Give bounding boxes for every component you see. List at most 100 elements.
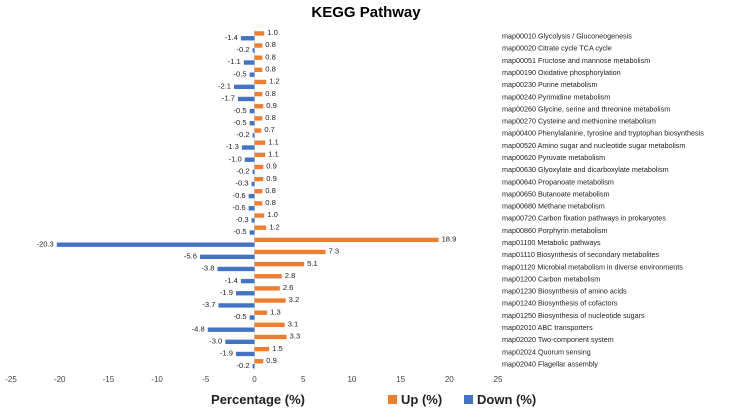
down-bar <box>234 84 255 90</box>
up-value-label: 2.8 <box>285 271 296 280</box>
category-label: map00680 Methane metabolism <box>502 202 605 211</box>
down-value-label: -0.2 <box>236 130 249 139</box>
legend: Up (%) Down (%) <box>388 392 536 407</box>
category-label: map01200 Carbon metabolism <box>502 274 600 283</box>
down-value-label: -20.3 <box>36 239 53 248</box>
category-label: map00230 Purine metabolism <box>502 80 598 89</box>
category-label: map00720 Carbon fixation pathways in pro… <box>502 214 666 223</box>
up-value-label: 1.2 <box>269 222 280 231</box>
up-value-label: 1.1 <box>268 137 279 146</box>
category-label: map01110 Biosynthesis of secondary metab… <box>502 250 660 259</box>
up-value-label: 0.8 <box>265 40 276 49</box>
down-value-label: -1.3 <box>226 142 239 151</box>
category-label: map00630 Glyoxylate and dicarboxylate me… <box>502 165 669 174</box>
down-value-label: -1.9 <box>220 349 233 358</box>
down-bar <box>235 351 255 357</box>
up-bar <box>254 189 263 194</box>
category-label: map02024 Quorum sensing <box>502 347 591 356</box>
up-bar <box>254 140 266 145</box>
down-bar <box>249 230 255 235</box>
category-label: map00400 Phenylalanine, tyrosine and try… <box>502 129 704 138</box>
down-bar <box>252 169 255 175</box>
up-value-label: 7.3 <box>329 247 340 256</box>
down-value-label: -0.5 <box>234 118 247 127</box>
down-value-label: -3.8 <box>201 264 214 273</box>
category-label: map00520 Amino sugar and nucleotide suga… <box>502 141 685 150</box>
x-tick-label: 15 <box>396 375 405 384</box>
legend-swatch-down <box>464 395 473 404</box>
down-bar <box>243 60 255 65</box>
down-value-label: -0.5 <box>234 106 247 115</box>
category-label: map00240 Pyrimidine metabolism <box>502 92 610 101</box>
up-value-label: 0.8 <box>265 89 276 98</box>
category-label: map01240 Biosynthesis of cofactors <box>502 299 618 308</box>
down-bar <box>199 254 255 260</box>
down-bar <box>235 291 255 296</box>
legend-label-down: Down (%) <box>477 392 536 407</box>
x-axis-label: Percentage (%) <box>211 392 305 407</box>
x-tick-label: -5 <box>202 375 210 384</box>
up-bar <box>254 237 439 243</box>
up-value-label: 0.8 <box>265 198 276 207</box>
x-tick-label: 0 <box>252 375 257 384</box>
category-label: map00650 Butanoate metabolism <box>502 189 609 198</box>
up-value-label: 3.1 <box>288 320 299 329</box>
down-value-label: -1.0 <box>229 154 242 163</box>
down-value-label: -1.9 <box>220 288 233 297</box>
down-value-label: -5.6 <box>184 252 197 261</box>
up-bar <box>254 152 266 158</box>
up-bar <box>254 67 263 73</box>
down-bar <box>237 96 255 102</box>
down-bar <box>252 363 255 369</box>
up-value-label: 0.8 <box>265 52 276 61</box>
down-value-label: -0.5 <box>234 227 247 236</box>
down-value-label: -0.5 <box>234 69 247 78</box>
down-bar <box>251 181 255 187</box>
up-bar <box>254 31 265 36</box>
category-label: map02020 Two-component system <box>502 335 614 344</box>
down-value-label: -3.7 <box>202 300 215 309</box>
up-value-label: 0.9 <box>266 162 277 171</box>
up-value-label: 1.0 <box>267 210 278 219</box>
up-value-label: 0.9 <box>266 174 277 183</box>
down-value-label: -1.4 <box>225 33 238 42</box>
down-value-label: -0.6 <box>233 191 246 200</box>
x-tick-label: -10 <box>151 375 163 384</box>
up-value-label: 2.6 <box>283 283 294 292</box>
up-value-label: 3.2 <box>289 295 300 304</box>
down-bar <box>241 145 255 150</box>
up-bar <box>254 274 282 279</box>
up-value-label: 5.1 <box>307 259 318 268</box>
up-bar <box>254 298 286 303</box>
category-label: map00260 Glycine, serine and threonine m… <box>502 104 670 113</box>
down-bar <box>252 48 255 53</box>
up-bar <box>254 91 263 97</box>
category-label: map00190 Oxidative phosphorylation <box>502 68 621 77</box>
down-value-label: -0.2 <box>236 45 249 54</box>
up-bar <box>254 116 263 121</box>
category-label: map01100 Metabolic pathways <box>502 238 601 247</box>
up-value-label: 1.3 <box>270 307 281 316</box>
up-value-label: 1.0 <box>267 28 278 37</box>
down-value-label: -3.0 <box>209 337 222 346</box>
down-bar <box>249 121 255 126</box>
up-value-label: 1.2 <box>269 77 280 86</box>
up-bar <box>254 225 267 230</box>
up-bar <box>254 261 305 267</box>
up-bar <box>254 346 270 352</box>
down-value-label: -0.5 <box>234 312 247 321</box>
down-value-label: -0.2 <box>236 361 249 370</box>
up-bar <box>254 128 262 133</box>
up-bar <box>254 334 287 340</box>
down-bar <box>248 206 255 211</box>
up-value-label: 18.9 <box>442 235 457 244</box>
up-value-label: 1.1 <box>268 150 279 159</box>
up-value-label: 0.8 <box>265 186 276 195</box>
down-value-label: -0.3 <box>235 179 248 188</box>
plot-area: 1.0 -1.4 map00010 Glycolysis / Gluconeogen… <box>5 28 704 384</box>
up-bar <box>254 286 280 291</box>
up-value-label: 0.8 <box>265 65 276 74</box>
up-value-label: 0.8 <box>265 113 276 122</box>
down-bar <box>252 133 255 138</box>
